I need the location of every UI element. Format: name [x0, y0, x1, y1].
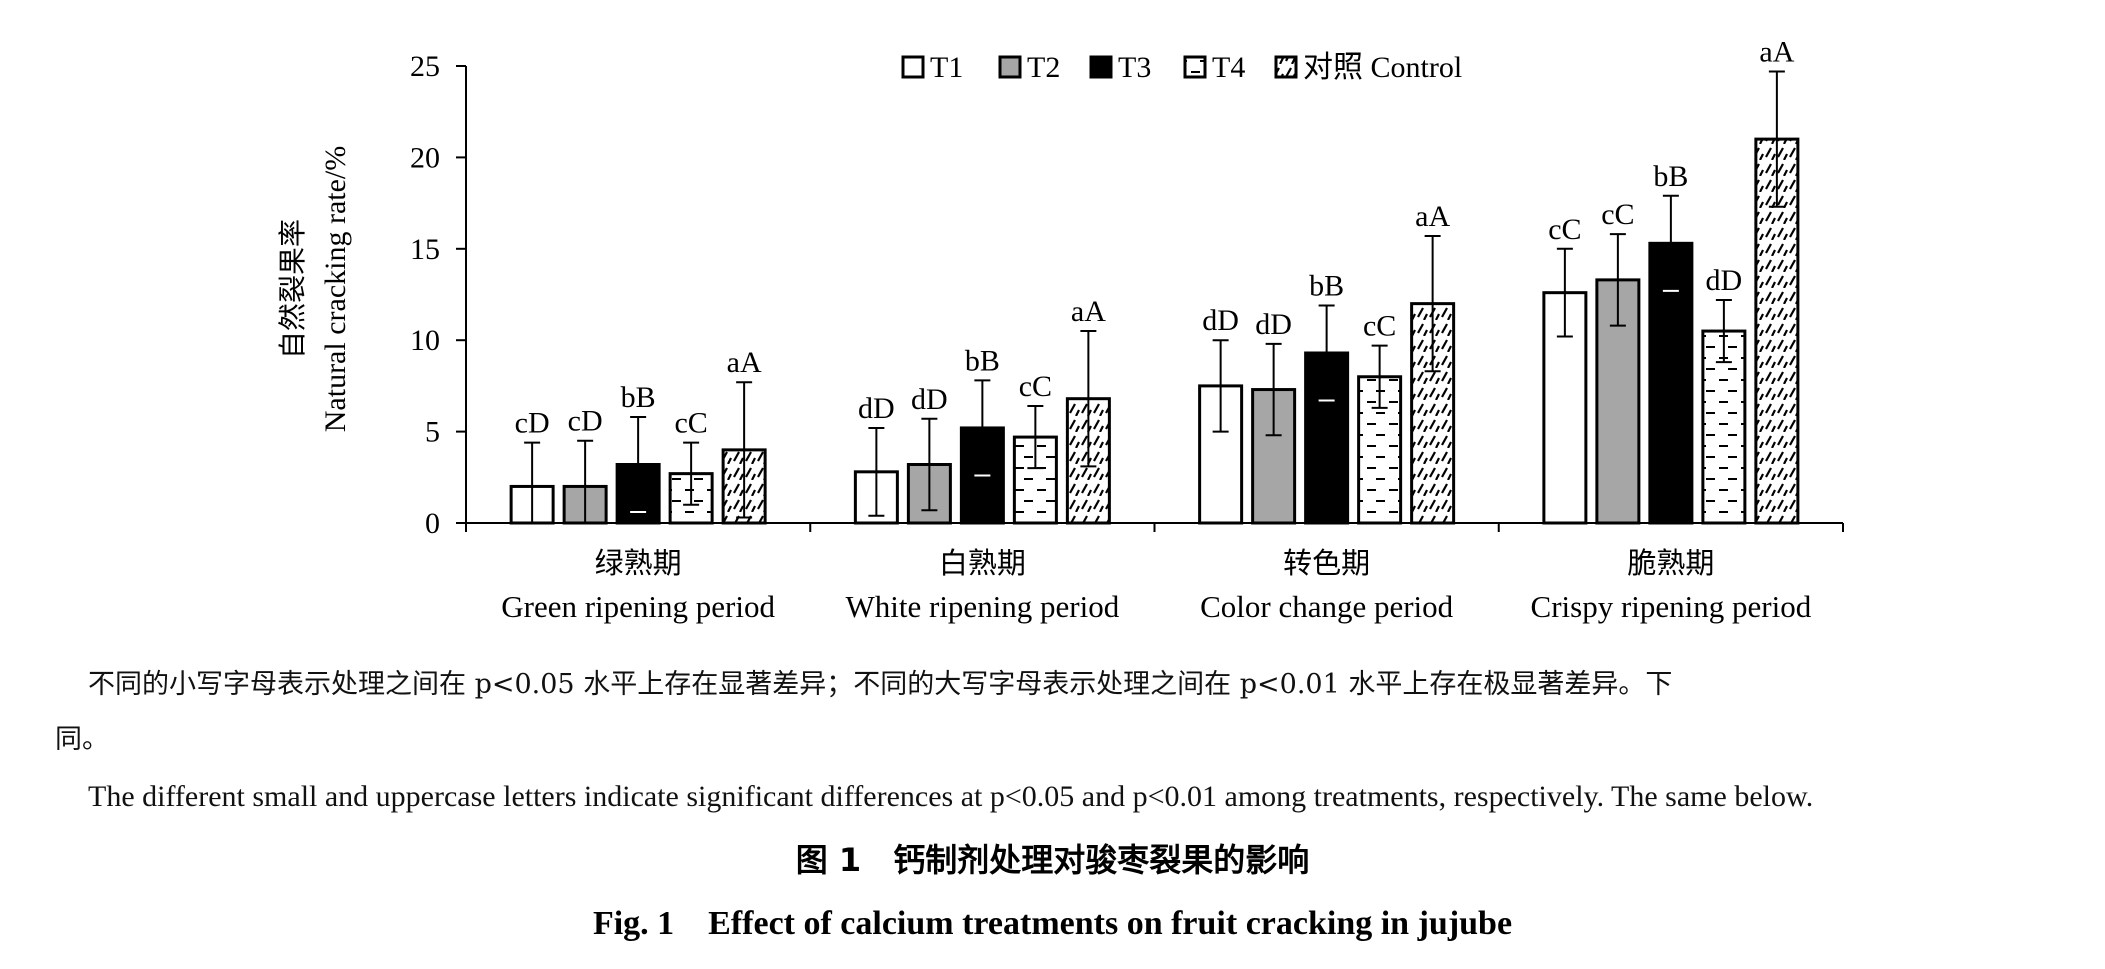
significance-label: dD [911, 383, 948, 416]
legend-label: T2 [1027, 51, 1060, 84]
significance-label: cD [515, 407, 550, 440]
significance-label: aA [1415, 200, 1450, 233]
category-labels: 绿熟期 Green ripening period 白熟期 White ripenin… [501, 546, 1811, 624]
significance-label: cC [1363, 310, 1396, 343]
category-label-en: Crispy ripening period [1531, 589, 1812, 624]
y-axis-title-en: Natural cracking rate/% [319, 146, 352, 433]
category-label-zh: 脆熟期 [1627, 546, 1714, 580]
y-tick-label: 10 [410, 324, 440, 357]
y-tick-label: 20 [410, 141, 440, 174]
significance-label: cC [1548, 213, 1581, 246]
legend-swatch [1089, 55, 1113, 79]
legend-swatch [998, 55, 1022, 79]
footnote-en: The different small and uppercase letter… [88, 780, 1814, 813]
legend-label: T4 [1212, 51, 1245, 84]
legend-label: T3 [1118, 51, 1151, 84]
category-label-en: Green ripening period [501, 589, 775, 624]
significance-label: bB [965, 344, 1000, 377]
significance-label: cC [1601, 198, 1634, 231]
category-label-zh: 绿熟期 [595, 546, 682, 580]
significance-label: aA [1759, 35, 1794, 68]
legend-swatch [1274, 55, 1298, 79]
legend: T1 T2 T3 T4 对照 Control [901, 51, 1462, 84]
significance-label: dD [1202, 304, 1239, 337]
significance-label: aA [727, 346, 762, 379]
significance-label: cC [674, 407, 707, 440]
category-label-en: White ripening period [846, 589, 1120, 624]
y-axis-title-zh: 自然裂果率 [276, 219, 309, 359]
figure-caption-zh: 图 1 钙制剂处理对骏枣裂果的影响 [795, 841, 1310, 879]
significance-label: dD [1706, 264, 1743, 297]
significance-label: aA [1071, 295, 1106, 328]
y-axis-ticks: 0 5 10 15 20 25 [410, 50, 466, 540]
significance-label: bB [1309, 269, 1344, 302]
category-label-zh: 转色期 [1283, 546, 1370, 580]
legend-label: T1 [930, 51, 963, 84]
legend-swatch [901, 55, 925, 79]
significance-label: cC [1019, 370, 1052, 403]
y-tick-label: 15 [410, 233, 440, 266]
significance-label: dD [858, 392, 895, 425]
significance-label: bB [1653, 160, 1688, 193]
footnote-zh-cont: 同。 [55, 724, 109, 755]
x-axis-ticks [465, 523, 1844, 532]
y-tick-label: 25 [410, 50, 440, 83]
significance-label: bB [621, 381, 656, 414]
y-tick-label: 0 [425, 507, 440, 540]
significance-label: dD [1255, 308, 1292, 341]
bar [1648, 241, 1694, 525]
figure-caption-en: Fig. 1 Effect of calcium treatments on f… [592, 905, 1513, 942]
bar-chart: 0 5 10 15 20 25 自然裂果率 Natural cracking rate/%… [276, 35, 1844, 624]
category-label-en: Color change period [1200, 589, 1454, 624]
significance-label: cD [568, 405, 603, 438]
bar-series: cD cD bB cC aA dD dD bB cC aA dD dD bB cC aA cC cC bB dD aA [509, 35, 1800, 525]
footnote-zh: 不同的小写字母表示处理之间在 p<0.05 水平上存在显著差异；不同的大写字母表… [88, 669, 1673, 700]
legend-swatch [1183, 55, 1207, 79]
legend-label: 对照 Control [1303, 51, 1462, 84]
category-label-zh: 白熟期 [939, 546, 1026, 580]
y-tick-label: 5 [425, 416, 440, 449]
